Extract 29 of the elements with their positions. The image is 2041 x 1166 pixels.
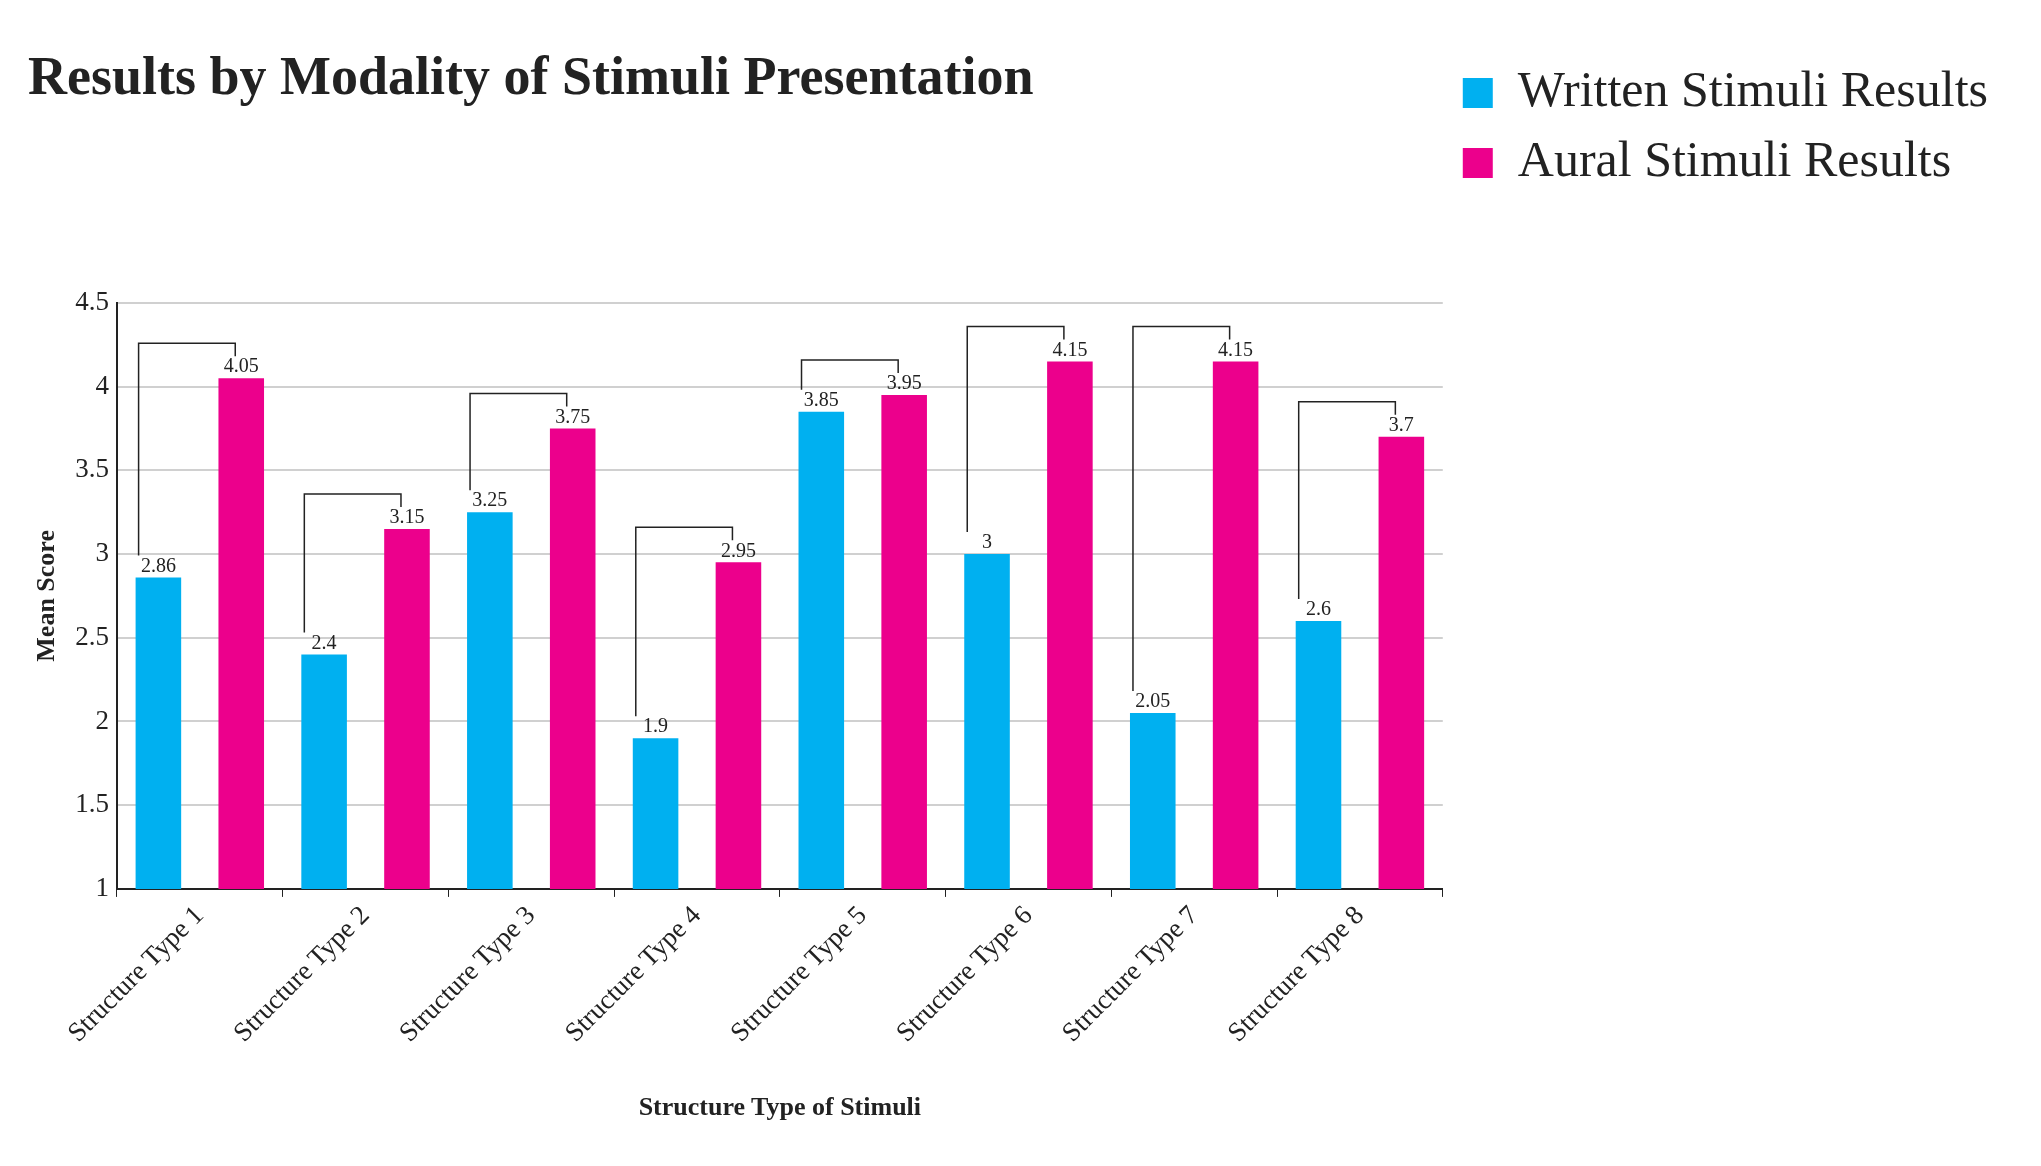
x-axis-title: Structure Type of Stimuli <box>638 1092 922 1122</box>
data-label: 2.4 <box>311 630 337 653</box>
y-tick-label: 2 <box>95 704 109 735</box>
y-tick-label: 3.5 <box>75 453 109 484</box>
data-label: 2.6 <box>1305 597 1331 620</box>
data-label: 2.95 <box>720 538 756 561</box>
data-label: 4.15 <box>1052 337 1088 360</box>
y-tick-label: 4.5 <box>75 285 109 316</box>
data-label: 2.05 <box>1135 689 1171 712</box>
data-label: 4.15 <box>1218 337 1254 360</box>
chart-title: Results by Modality of Stimuli Presentation <box>28 46 1034 107</box>
legend-label: Written Stimuli Results <box>1517 61 1988 118</box>
data-label: 3.85 <box>803 387 839 410</box>
data-label: 3.95 <box>886 371 922 394</box>
data-label: 1.9 <box>643 714 669 737</box>
y-axis-title: Mean Score <box>31 530 61 662</box>
y-tick-label: 3 <box>95 537 109 568</box>
data-label: 3.75 <box>555 404 591 427</box>
data-label: 3.15 <box>389 505 425 528</box>
data-label: 3 <box>982 530 993 553</box>
y-tick-label: 1.5 <box>75 788 109 819</box>
y-tick-label: 4 <box>95 369 110 400</box>
data-label: 3.25 <box>472 488 508 511</box>
data-label: 3.7 <box>1388 413 1414 436</box>
legend-label: Aural Stimuli Results <box>1517 131 1952 188</box>
y-tick-label: 1 <box>95 872 109 903</box>
data-label: 4.05 <box>223 354 259 377</box>
data-label: 2.86 <box>140 553 176 576</box>
y-tick-label: 2.5 <box>75 620 109 651</box>
